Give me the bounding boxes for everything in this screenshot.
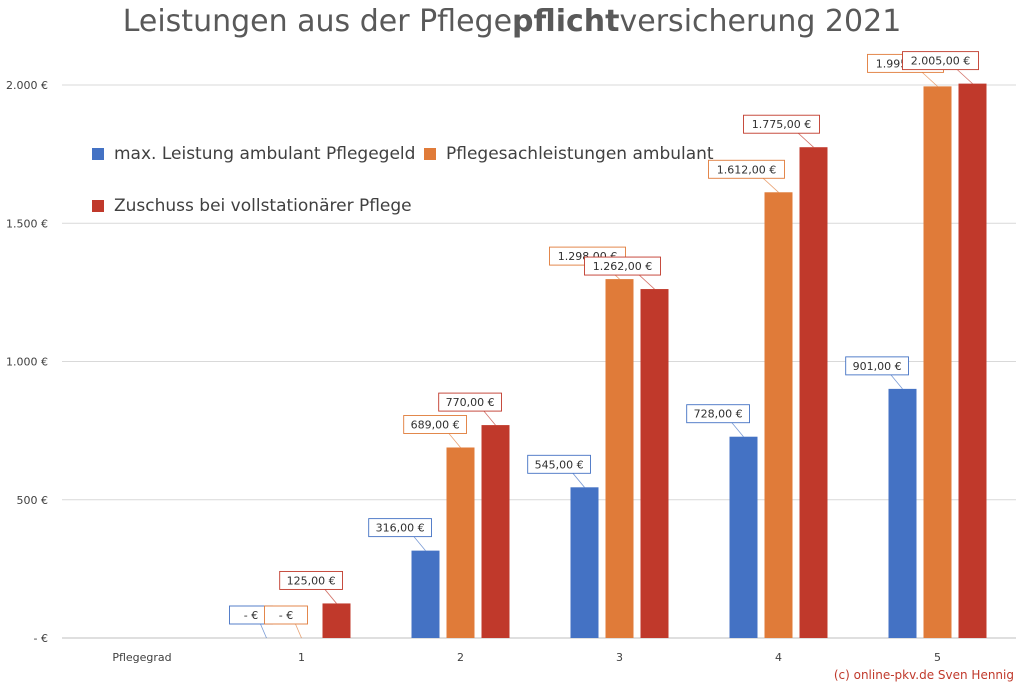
data-label-s2-c1: 770,00 € [446,396,495,409]
x-tick-label-4: 5 [934,651,941,664]
data-label-s0-c4: 901,00 € [853,360,902,373]
data-label-leader-s1-c3 [762,177,779,193]
bar-s0-c4 [888,388,917,638]
bar-s2-c4 [958,83,987,639]
x-tick-label-3: 4 [775,651,782,664]
bar-s1-c2 [605,279,634,638]
data-label-box-s2-c2 [584,256,661,276]
bar-s0-c1 [411,550,440,638]
data-label-leader-s1-c4 [921,72,938,87]
bar-s2-c2 [640,289,669,638]
data-label-s1-c0: - € [279,609,293,622]
data-label-box-s2-c4 [902,51,979,71]
bar-s1-c4 [923,86,952,638]
data-label-box-s0-c2 [527,454,591,474]
y-tick-label-4: 2.000 € [6,79,48,92]
data-label-leader-s0-c3 [731,422,744,437]
data-label-s1-c1: 689,00 € [411,418,460,431]
data-label-leader-s1-c1 [448,433,461,448]
data-label-leader-s2-c3 [797,132,814,148]
x-tick-label-1: 2 [457,651,464,664]
data-label-leader-s2-c2 [638,274,655,290]
y-tick-label-1: 500 € [17,494,49,507]
chart-title-bold: pflicht [512,4,620,39]
chart-title: Leistungen aus der Pflegepflichtversiche… [0,4,1024,39]
y-tick-label-3: 1.500 € [6,217,48,230]
data-label-leader-s0-c4 [890,374,903,390]
data-label-box-s0-c4 [845,356,909,376]
legend-label-0: max. Leistung ambulant Pflegegeld [114,144,416,164]
chart-title-suffix: versicherung 2021 [619,4,902,39]
y-tick-label-0: - € [34,632,48,645]
data-label-s0-c0: - € [244,609,258,622]
data-label-box-s1-c3 [708,159,785,179]
x-axis-title: Pflegegrad [112,651,171,664]
data-label-leader-s0-c1 [413,536,426,551]
data-label-leader-s1-c0 [295,623,302,639]
legend-item-1: Pflegesachleistungen ambulant [424,144,714,164]
legend-item-0: max. Leistung ambulant Pflegegeld [92,144,415,164]
legend-label-1: Pflegesachleistungen ambulant [446,144,714,164]
legend-swatch-1 [424,148,436,160]
bar-s2-c3 [799,147,828,638]
data-label-s2-c2: 1.262,00 € [593,260,652,273]
data-label-box-s1-c1 [403,415,467,434]
data-label-s0-c2: 545,00 € [535,458,584,471]
x-tick-label-0: 1 [298,651,305,664]
data-label-s2-c3: 1.775,00 € [752,118,811,131]
data-label-s2-c0: 125,00 € [287,574,336,587]
data-label-leader-s0-c0 [260,623,267,639]
bar-s0-c2 [570,487,599,638]
x-tick-label-2: 3 [616,651,623,664]
data-label-s2-c4: 2.005,00 € [911,55,970,68]
data-label-leader-s2-c0 [324,589,337,604]
data-label-box-s0-c1 [368,518,432,538]
data-label-s0-c3: 728,00 € [694,408,743,421]
data-label-box-s1-c0 [264,605,308,625]
data-label-leader-s2-c1 [483,410,496,426]
chart-title-prefix: Leistungen aus der Pflege [122,4,513,39]
data-label-leader-s0-c2 [572,473,585,488]
data-label-s0-c1: 316,00 € [376,522,425,535]
data-label-box-s0-c3 [686,404,750,424]
bar-s1-c1 [446,447,475,638]
legend-swatch-0 [92,148,104,160]
copyright-credit: (c) online-pkv.de Sven Hennig [833,668,1014,682]
y-tick-label-2: 1.000 € [6,356,48,369]
data-label-box-s2-c0 [279,570,343,590]
bar-s0-c3 [729,436,758,638]
legend-label-2: Zuschuss bei vollstationärer Pflege [114,196,412,216]
legend-swatch-2 [92,200,104,212]
bar-s1-c3 [764,192,793,639]
data-label-box-s2-c3 [743,114,820,134]
data-label-leader-s2-c4 [956,69,973,84]
data-label-box-s2-c1 [438,392,502,412]
legend-item-2: Zuschuss bei vollstationärer Pflege [92,196,412,216]
data-label-s1-c3: 1.612,00 € [717,163,776,176]
bar-s2-c1 [481,425,510,638]
bar-s2-c0 [322,603,351,638]
